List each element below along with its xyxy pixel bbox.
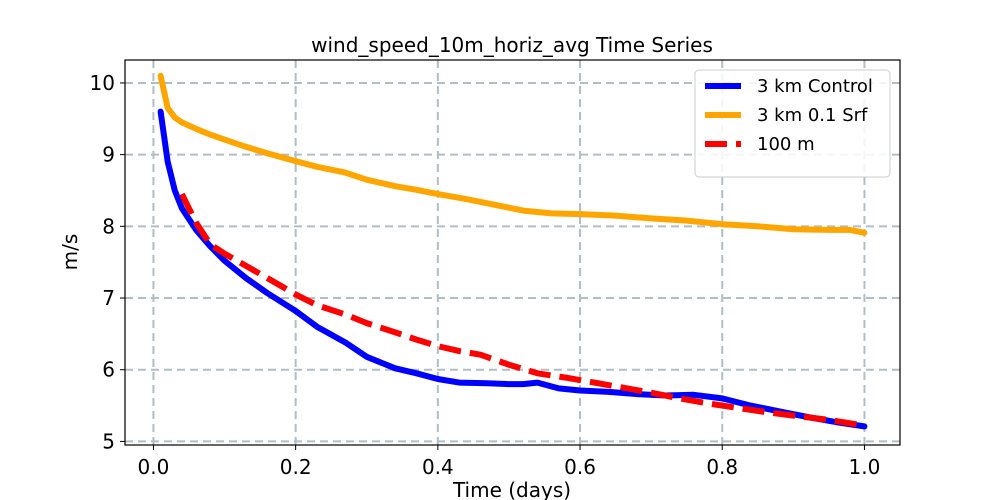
x-tick-label: 0.6 — [564, 455, 596, 479]
series-line-1 — [157, 108, 868, 430]
x-tick-label: 0.2 — [280, 455, 312, 479]
series-lines — [157, 72, 868, 430]
chart-title: wind_speed_10m_horiz_avg Time Series — [311, 33, 713, 57]
y-tick-label: 8 — [102, 214, 115, 238]
y-tick-label: 6 — [102, 358, 115, 382]
axis-ticks: 0.0 0.2 0.4 0.6 0.8 1.0 5 6 7 8 9 10 — [90, 71, 881, 479]
legend-label: 100 m — [757, 134, 815, 155]
legend: 3 km Control 3 km 0.1 Srf 100 m — [694, 69, 891, 178]
legend-label: 3 km 0.1 Srf — [757, 105, 868, 126]
y-axis-label: m/s — [58, 234, 82, 271]
series-line-2 — [157, 72, 868, 236]
y-tick-label: 5 — [102, 429, 115, 453]
legend-label: 3 km Control — [757, 76, 873, 97]
legend-box — [694, 69, 891, 178]
y-tick-label: 9 — [102, 143, 115, 167]
x-axis-label: Time (days) — [452, 478, 571, 500]
x-tick-label: 1.0 — [849, 455, 881, 479]
series-line-3 — [179, 192, 865, 429]
y-tick-label: 10 — [90, 71, 115, 95]
y-tick-label: 7 — [102, 286, 115, 310]
plot-frame — [124, 59, 901, 446]
x-tick-label: 0.4 — [422, 455, 454, 479]
x-tick-label: 0.0 — [138, 455, 170, 479]
x-tick-label: 0.8 — [706, 455, 738, 479]
